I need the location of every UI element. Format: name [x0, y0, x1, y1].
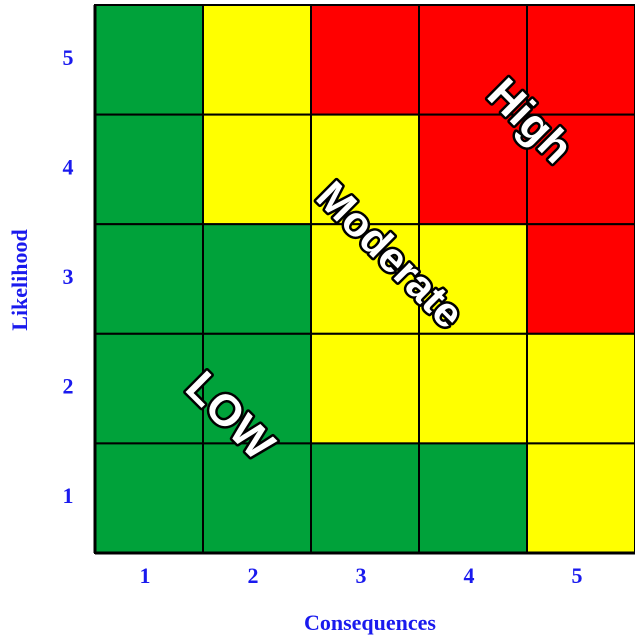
- cell: [418, 332, 528, 445]
- cell: [94, 4, 204, 116]
- x-tick-label: 5: [572, 563, 583, 588]
- labels: 5 4 3 2 1 1 2 3 4 5: [63, 45, 583, 588]
- x-axis-label: Consequences: [304, 610, 436, 635]
- cell: [526, 332, 635, 445]
- cell: [202, 442, 312, 554]
- cell: [526, 4, 635, 116]
- y-tick-label: 5: [63, 45, 74, 70]
- cell: [418, 4, 528, 116]
- y-tick-label: 2: [63, 374, 74, 399]
- x-tick-label: 1: [140, 563, 151, 588]
- cell: [94, 113, 204, 226]
- y-tick-label: 4: [63, 154, 74, 179]
- cell: [418, 442, 528, 554]
- cell: [310, 4, 420, 116]
- cell: [94, 223, 204, 335]
- cell: [310, 442, 420, 554]
- cells: [93, 4, 635, 555]
- cell: [202, 113, 312, 226]
- x-tick-label: 3: [356, 563, 367, 588]
- cell: [94, 442, 204, 554]
- cell: [526, 113, 635, 226]
- cell: [202, 332, 312, 445]
- cell: [418, 113, 528, 226]
- cell: [202, 4, 312, 116]
- cell: [202, 223, 312, 335]
- cell: [526, 442, 635, 554]
- x-tick-label: 4: [464, 563, 475, 588]
- y-tick-label: 1: [63, 483, 74, 508]
- y-axis-label: Likelihood: [7, 229, 32, 330]
- cell: [526, 223, 635, 335]
- x-tick-label: 2: [248, 563, 259, 588]
- y-tick-label: 3: [63, 264, 74, 289]
- cell: [310, 332, 420, 445]
- cell: [94, 332, 204, 445]
